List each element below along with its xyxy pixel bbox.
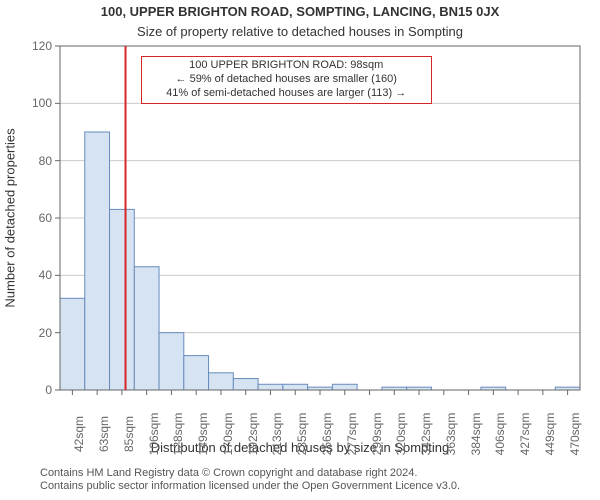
x-tick-label: 384sqm	[469, 413, 483, 456]
x-tick-label: 42sqm	[72, 416, 86, 452]
x-tick-label: 256sqm	[320, 413, 334, 456]
marker-annotation: 100 UPPER BRIGHTON ROAD: 98sqm ← 59% of …	[141, 56, 432, 103]
x-tick-label: 320sqm	[394, 413, 408, 456]
chart-container: { "canvas": { "width": 600, "height": 50…	[0, 0, 600, 500]
x-tick-label: 406sqm	[493, 413, 507, 456]
x-tick-label: 427sqm	[518, 413, 532, 456]
x-tick-label: 470sqm	[568, 413, 582, 456]
x-tick-label: 128sqm	[171, 413, 185, 456]
x-tick-label: 277sqm	[345, 413, 359, 456]
x-tick-label: 149sqm	[196, 413, 210, 456]
x-tick-label: 299sqm	[370, 413, 384, 456]
x-tick-label: 192sqm	[246, 413, 260, 456]
x-tick-label: 235sqm	[295, 413, 309, 456]
y-axis-label: Number of detached properties	[3, 128, 18, 307]
annotation-line-1: 100 UPPER BRIGHTON ROAD: 98sqm	[146, 59, 427, 73]
y-tick-label: 120	[32, 39, 52, 53]
x-tick-label: 213sqm	[270, 413, 284, 456]
x-tick-label: 63sqm	[97, 416, 111, 452]
annotation-line-2: ← 59% of detached houses are smaller (16…	[146, 73, 427, 87]
x-tick-label: 170sqm	[221, 413, 235, 456]
footer-line-1: Contains HM Land Registry data © Crown c…	[40, 467, 590, 481]
y-tick-label: 40	[39, 268, 52, 282]
y-tick-label: 20	[39, 326, 52, 340]
y-tick-label: 0	[45, 383, 52, 397]
x-tick-label: 449sqm	[543, 413, 557, 456]
y-tick-label: 80	[39, 154, 52, 168]
plot-area: 100 UPPER BRIGHTON ROAD: 98sqm ← 59% of …	[60, 46, 580, 390]
chart-title-main: 100, UPPER BRIGHTON ROAD, SOMPTING, LANC…	[0, 4, 600, 19]
x-tick-label: 106sqm	[147, 413, 161, 456]
x-tick-label: 85sqm	[122, 416, 136, 452]
annotation-line-3: 41% of semi-detached houses are larger (…	[146, 87, 427, 101]
x-tick-label: 363sqm	[444, 413, 458, 456]
y-tick-label: 100	[32, 96, 52, 110]
y-tick-label: 60	[39, 211, 52, 225]
chart-title-sub: Size of property relative to detached ho…	[0, 24, 600, 39]
footer-attribution: Contains HM Land Registry data © Crown c…	[40, 467, 590, 495]
footer-line-2: Contains public sector information licen…	[40, 480, 590, 494]
x-tick-label: 342sqm	[419, 413, 433, 456]
